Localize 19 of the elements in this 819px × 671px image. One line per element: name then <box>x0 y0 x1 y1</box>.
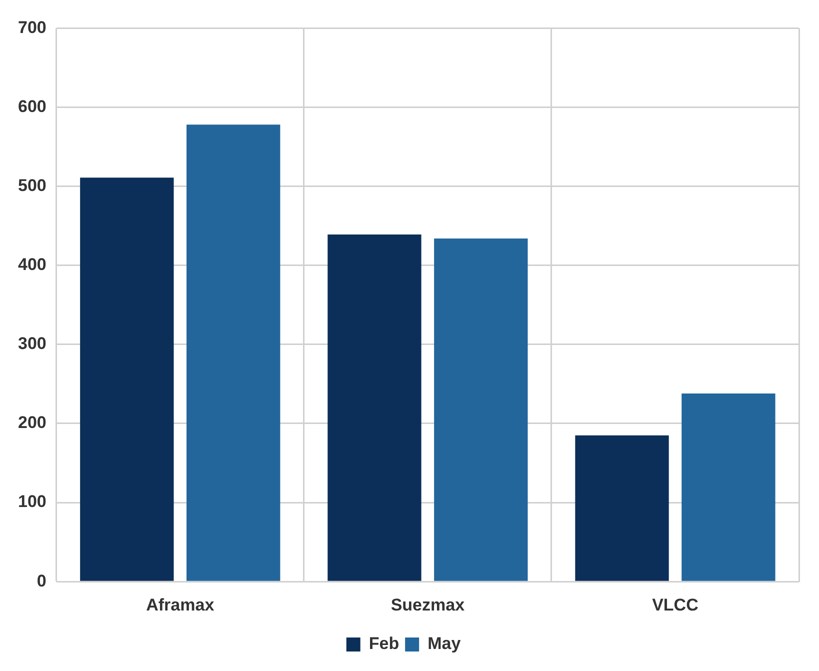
y-tick-label: 400 <box>18 255 46 274</box>
y-tick-label: 600 <box>18 96 46 116</box>
x-tick-label: Suezmax <box>390 595 466 614</box>
x-tick-label: Aframax <box>146 595 215 614</box>
legend-label: Feb <box>368 634 400 654</box>
y-tick-label: 700 <box>18 18 46 37</box>
bar <box>186 124 280 581</box>
x-tick-label: VLCC <box>652 595 698 614</box>
y-tick-label: 0 <box>36 571 46 590</box>
y-tick-label: 200 <box>18 413 46 432</box>
legend-label: May <box>428 634 462 654</box>
y-tick-label: 100 <box>18 492 46 512</box>
bar <box>682 393 776 581</box>
bar <box>80 178 174 581</box>
bar <box>575 435 669 581</box>
y-tick-label: 500 <box>18 176 46 195</box>
y-tick-label: 300 <box>18 334 46 354</box>
bar <box>434 238 528 581</box>
bar <box>328 234 422 581</box>
